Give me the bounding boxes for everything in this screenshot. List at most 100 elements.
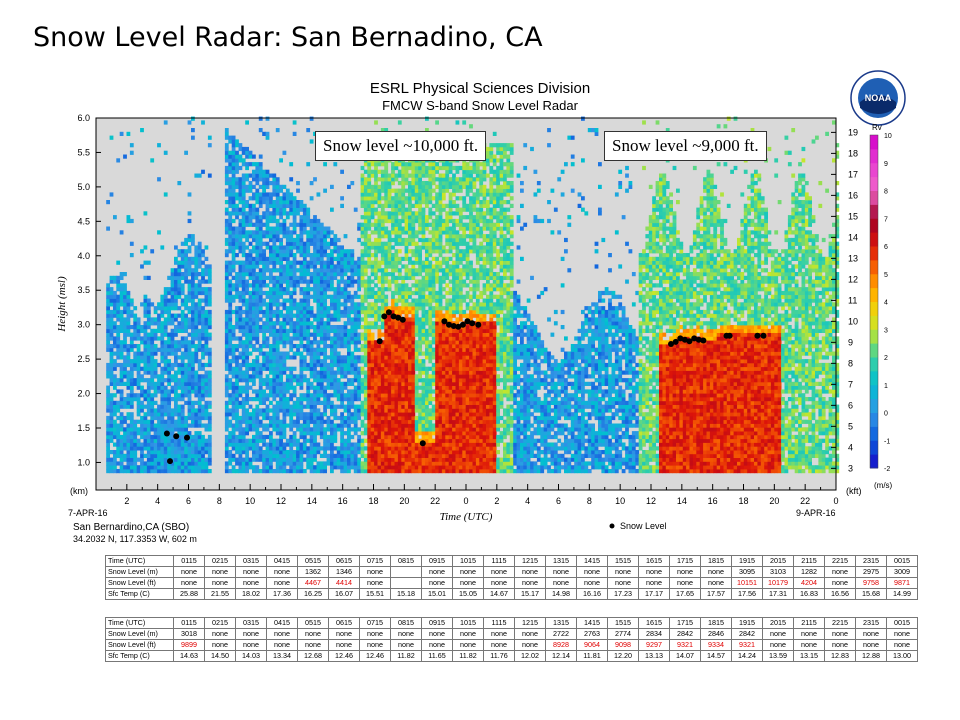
radar-cell [258, 249, 263, 254]
radar-cell [197, 446, 202, 451]
radar-cell [285, 200, 290, 205]
radar-cell [323, 325, 327, 330]
radar-cell [330, 268, 334, 273]
radar-cell [126, 370, 131, 375]
radar-cell [235, 215, 239, 220]
radar-cell [340, 196, 344, 201]
radar-cell [231, 400, 236, 405]
radar-cell [126, 359, 131, 364]
radar-cell [282, 275, 287, 280]
radar-cell [207, 362, 212, 368]
radar-cell [123, 381, 127, 386]
radar-cell [336, 279, 341, 284]
radar-cell [258, 279, 263, 284]
radar-cell [126, 309, 131, 315]
radar-cell [228, 397, 233, 402]
radar-cell [177, 275, 182, 280]
radar-cell [228, 162, 233, 167]
radar-cell [241, 200, 246, 205]
radar-cell [265, 469, 270, 474]
radar-cell [201, 393, 205, 398]
radar-cell [282, 412, 287, 417]
radar-cell [279, 302, 283, 307]
radar-cell [391, 272, 395, 277]
radar-cell [109, 298, 114, 303]
radar-cell [255, 465, 260, 470]
radar-cell [177, 378, 182, 383]
radar-cell [380, 404, 385, 409]
radar-cell [374, 200, 378, 205]
radar-cell [380, 450, 385, 455]
radar-cell [241, 457, 246, 462]
radar-cell [367, 340, 372, 345]
radar-cell [333, 355, 338, 360]
radar-cell [255, 237, 260, 243]
radar-cell [367, 313, 372, 318]
radar-cell [275, 279, 280, 284]
radar-cell [224, 465, 229, 470]
radar-cell [357, 309, 361, 315]
radar-cell [133, 351, 138, 356]
radar-cell [347, 412, 351, 417]
radar-cell [126, 415, 131, 421]
radar-cell [238, 404, 243, 409]
radar-cell [201, 336, 205, 341]
radar-cell [197, 431, 202, 436]
radar-cell [201, 268, 205, 273]
radar-cell [248, 184, 253, 189]
radar-cell [292, 203, 297, 208]
radar-cell [201, 253, 205, 258]
radar-cell [146, 359, 151, 364]
radar-cell [167, 351, 171, 356]
radar-cell [231, 226, 236, 231]
radar-cell [360, 234, 365, 239]
radar-cell [384, 287, 389, 292]
radar-cell [201, 469, 205, 474]
radar-cell [258, 200, 263, 205]
radar-cell [299, 412, 304, 417]
radar-cell [123, 366, 127, 371]
radar-cell [363, 446, 368, 451]
radar-cell [238, 453, 243, 458]
radar-cell [380, 222, 385, 227]
radar-cell [228, 434, 233, 440]
radar-cell [282, 385, 287, 390]
radar-cell [394, 431, 399, 436]
radar-cell [262, 412, 266, 417]
radar-cell [377, 362, 382, 368]
radar-cell [282, 389, 287, 394]
radar-cell [384, 328, 389, 333]
radar-cell [360, 438, 365, 443]
radar-cell [129, 457, 134, 462]
radar-cell [343, 450, 348, 455]
radar-cell [299, 450, 304, 455]
radar-cell [157, 374, 161, 379]
radar-cell [391, 431, 395, 436]
radar-cell [258, 453, 263, 458]
radar-cell [319, 423, 324, 428]
radar-cell [184, 268, 188, 273]
radar-cell [116, 378, 121, 383]
radar-cell [384, 218, 389, 224]
radar-cell [404, 264, 409, 269]
radar-cell [397, 340, 402, 345]
radar-cell [397, 397, 402, 402]
radar-cell [394, 298, 399, 303]
radar-cell [323, 419, 327, 424]
radar-cell [387, 196, 392, 201]
radar-cell [269, 245, 273, 250]
radar-cell [404, 332, 409, 337]
radar-cell [353, 461, 358, 466]
radar-cell [235, 279, 239, 284]
radar-cell [299, 344, 304, 349]
radar-cell [150, 381, 155, 386]
radar-cell [363, 461, 368, 466]
radar-cell [343, 264, 348, 269]
radar-cell [177, 469, 182, 474]
radar-cell [319, 245, 324, 250]
radar-cell [255, 446, 260, 451]
radar-cell [353, 309, 358, 315]
radar-cell [194, 245, 199, 250]
radar-cell [204, 264, 209, 269]
radar-cell [187, 260, 192, 265]
